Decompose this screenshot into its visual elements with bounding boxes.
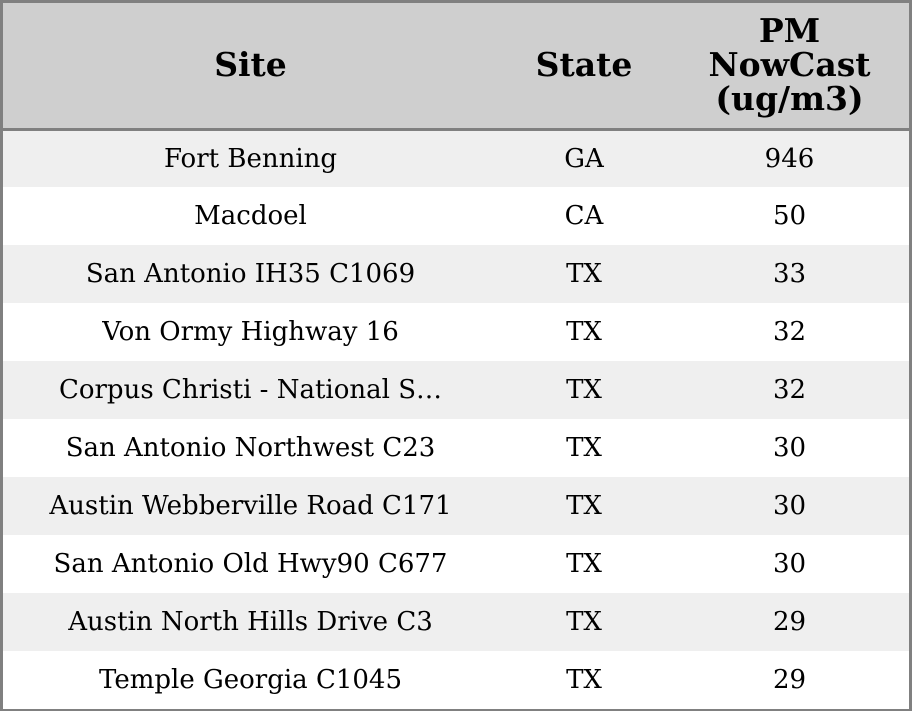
pm-value-cell: 33 — [772, 259, 807, 289]
site-cell: Austin North Hills Drive C3 — [68, 607, 433, 637]
pm-value-cell: 29 — [772, 665, 807, 695]
column-header-pm-nowcast-text: PM NowCast (ug/m3) — [708, 11, 871, 119]
site-cell: Corpus Christi - National S… — [58, 375, 443, 405]
pm-nowcast-table: Site State PM NowCast (ug/m3) Fort Benni… — [3, 3, 909, 709]
pm-value-cell: 30 — [772, 491, 807, 521]
table-row: Fort Benning GA 946 — [3, 129, 909, 187]
column-header-site: Site — [3, 3, 498, 131]
table-row: Corpus Christi - National S… TX 32 — [3, 361, 909, 419]
site-cell: San Antonio Old Hwy90 C677 — [53, 549, 448, 579]
table-row: Macdoel CA 50 — [3, 187, 909, 245]
state-cell: GA — [564, 143, 604, 174]
state-cell: TX — [566, 607, 602, 637]
table-row: Temple Georgia C1045 TX 29 — [3, 651, 909, 709]
table-row: San Antonio Old Hwy90 C677 TX 30 — [3, 535, 909, 593]
state-cell: TX — [566, 259, 602, 289]
site-cell: Macdoel — [194, 201, 307, 231]
state-cell: TX — [566, 491, 602, 521]
pm-value-cell: 30 — [772, 433, 807, 463]
table-row: San Antonio Northwest C23 TX 30 — [3, 419, 909, 477]
table-row: Austin Webberville Road C171 TX 30 — [3, 477, 909, 535]
site-cell: San Antonio IH35 C1069 — [85, 259, 416, 289]
state-cell: TX — [566, 433, 602, 463]
state-cell: CA — [564, 201, 604, 231]
table-row: San Antonio IH35 C1069 TX 33 — [3, 245, 909, 303]
site-cell: Temple Georgia C1045 — [99, 665, 402, 695]
site-cell: San Antonio Northwest C23 — [65, 433, 436, 463]
table-row: Von Ormy Highway 16 TX 32 — [3, 303, 909, 361]
state-cell: TX — [566, 317, 602, 347]
table-header-row: Site State PM NowCast (ug/m3) — [3, 3, 909, 131]
pm-value-cell: 946 — [764, 143, 815, 174]
pm-value-cell: 50 — [772, 201, 807, 231]
site-cell: Von Ormy Highway 16 — [102, 317, 399, 347]
column-header-pm-nowcast: PM NowCast (ug/m3) — [670, 3, 909, 131]
pm-value-cell: 32 — [772, 375, 807, 405]
pm-value-cell: 29 — [772, 607, 807, 637]
site-cell: Austin Webberville Road C171 — [49, 491, 452, 521]
table-row: Austin North Hills Drive C3 TX 29 — [3, 593, 909, 651]
pm-value-cell: 32 — [772, 317, 807, 347]
state-cell: TX — [566, 375, 602, 405]
pm-value-cell: 30 — [772, 549, 807, 579]
table-body: Fort Benning GA 946 Macdoel CA 50 San Antonio … — [3, 129, 909, 709]
column-header-state: State — [498, 3, 670, 131]
state-cell: TX — [566, 549, 602, 579]
state-cell: TX — [566, 665, 602, 695]
site-cell: Fort Benning — [163, 143, 338, 174]
